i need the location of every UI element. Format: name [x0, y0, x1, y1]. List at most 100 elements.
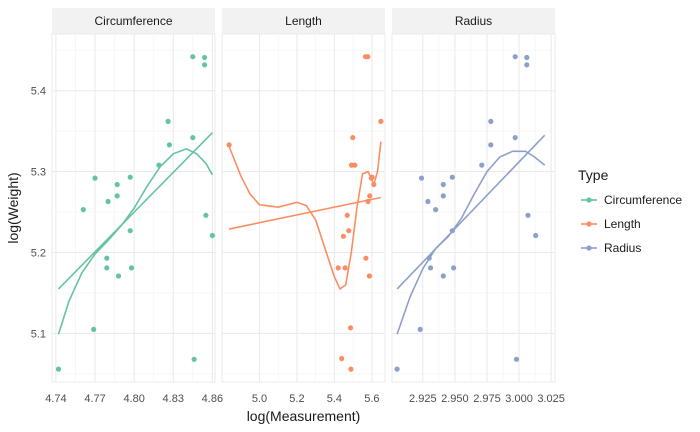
facet-strip — [392, 8, 555, 34]
data-point — [165, 118, 171, 124]
data-point — [166, 142, 172, 148]
data-point — [433, 207, 439, 213]
data-point — [347, 325, 354, 331]
data-point — [524, 62, 530, 68]
data-point — [440, 273, 446, 279]
data-point — [425, 198, 431, 205]
data-point — [346, 228, 352, 234]
data-point — [449, 228, 455, 234]
data-point — [190, 54, 196, 60]
data-point — [55, 366, 62, 372]
data-point — [104, 265, 110, 271]
data-point — [417, 326, 423, 332]
data-point — [365, 198, 371, 205]
data-point — [513, 356, 520, 362]
y-tick-label: 5.3 — [31, 167, 46, 179]
data-point — [105, 198, 111, 205]
x-tick-label: 3.025 — [537, 393, 565, 405]
x-tick-label: 2.925 — [409, 393, 437, 405]
data-point — [202, 62, 208, 68]
data-point — [440, 193, 446, 199]
data-point — [92, 175, 98, 181]
facet-label: Radius — [455, 14, 492, 28]
data-point — [378, 118, 384, 124]
data-point — [191, 356, 197, 362]
x-tick-label: 4.80 — [123, 393, 144, 405]
data-point — [335, 265, 341, 271]
x-tick-label: 5.2 — [289, 393, 304, 405]
y-tick-label: 5.1 — [31, 328, 46, 340]
data-point — [127, 174, 133, 180]
x-tick-label: 5.0 — [252, 393, 267, 405]
data-point — [512, 54, 518, 60]
data-point — [365, 54, 371, 60]
data-point — [524, 54, 530, 61]
y-tick-label: 5.4 — [31, 86, 46, 98]
smooth-fit-line — [396, 150, 546, 335]
smooth-fit-line — [228, 141, 382, 291]
data-point — [449, 174, 455, 180]
legend-key-point — [586, 221, 592, 227]
data-point — [115, 273, 122, 279]
data-point — [427, 265, 434, 271]
x-tick-label: 4.74 — [45, 393, 66, 405]
data-point — [363, 255, 369, 261]
data-point — [128, 265, 135, 271]
data-point — [91, 326, 97, 332]
data-point — [366, 273, 372, 279]
y-tick-label: 5.2 — [31, 248, 46, 260]
legend-key-point — [586, 245, 592, 251]
data-point — [350, 135, 356, 141]
linear-fit-line — [396, 134, 546, 290]
data-point — [156, 162, 162, 168]
x-tick-label: 5.4 — [327, 393, 342, 405]
legend-entry-label: Length — [604, 217, 641, 231]
data-point — [488, 118, 494, 124]
data-point — [340, 233, 346, 239]
x-tick-label: 2.950 — [441, 393, 469, 405]
data-point — [202, 54, 208, 61]
data-point — [479, 162, 485, 168]
data-point — [451, 265, 457, 271]
data-point — [371, 181, 377, 188]
data-point — [533, 232, 539, 239]
data-point — [488, 142, 494, 148]
data-point — [418, 175, 425, 181]
data-point — [190, 135, 196, 141]
data-point — [525, 212, 531, 218]
x-axis-title: log(Measurement) — [247, 408, 361, 424]
data-point — [339, 355, 345, 362]
data-point — [426, 255, 432, 261]
data-point — [114, 193, 120, 199]
panel-border — [221, 33, 386, 383]
facet-strip — [222, 8, 385, 34]
data-point — [114, 181, 120, 188]
facet-label: Circumference — [94, 14, 172, 28]
x-tick-label: 4.86 — [202, 393, 223, 405]
data-point — [367, 193, 373, 199]
data-point — [512, 135, 518, 141]
data-point — [226, 142, 232, 148]
y-axis-title: log(Weight) — [5, 172, 21, 243]
x-tick-label: 2.975 — [473, 393, 501, 405]
x-tick-label: 3.000 — [505, 393, 533, 405]
legend-entry-label: Circumference — [604, 193, 682, 207]
linear-fit-line — [228, 196, 382, 230]
smooth-fit-line — [57, 148, 214, 335]
data-point — [80, 207, 86, 213]
data-point — [104, 255, 110, 261]
panel-border — [51, 33, 216, 383]
x-tick-label: 4.77 — [84, 393, 105, 405]
data-point — [440, 181, 446, 188]
x-tick-label: 5.6 — [364, 393, 379, 405]
linear-fit-line — [57, 132, 213, 290]
data-point — [394, 366, 400, 372]
legend-title: Type — [578, 167, 609, 183]
data-point — [352, 162, 358, 168]
data-point — [127, 228, 133, 234]
data-point — [348, 366, 354, 372]
data-point — [369, 174, 375, 180]
data-point — [209, 232, 215, 239]
